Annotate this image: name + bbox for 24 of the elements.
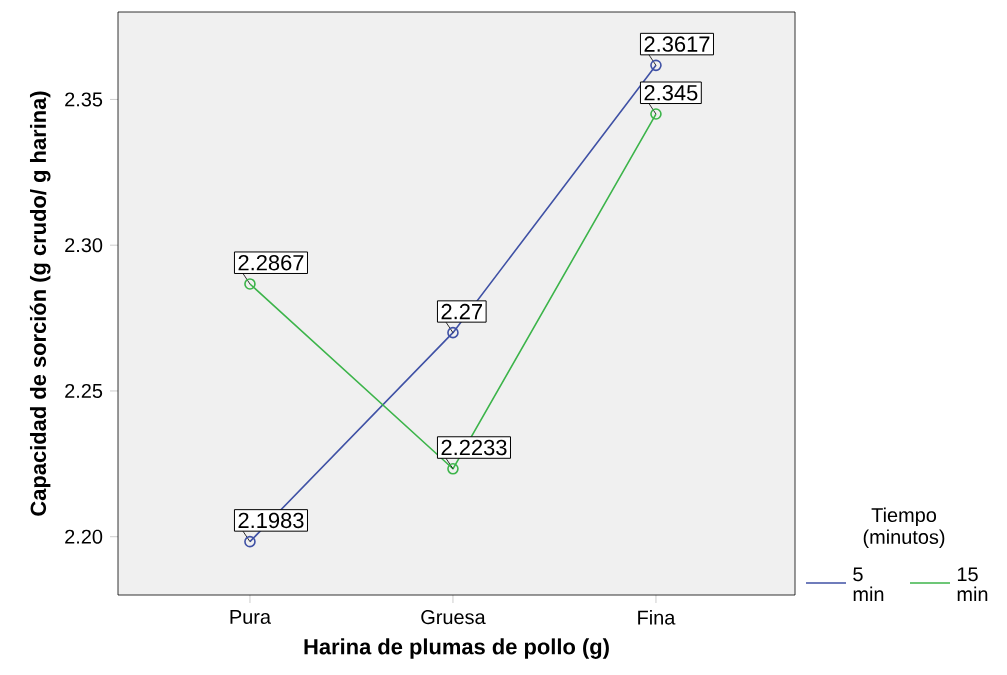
- point: [244, 278, 256, 290]
- y-tick-label: 2.20: [65, 529, 103, 544]
- x-tick-label: Gruesa: [421, 610, 486, 625]
- y-tick-label: 2.30: [65, 238, 103, 253]
- x-tick-label: Pura: [230, 610, 271, 624]
- data-label: 2.2867: [238, 254, 304, 271]
- data-label: 2.2233: [441, 439, 507, 456]
- y-axis-title: Capacidad de sorción (g crudo/ g harina): [29, 91, 51, 516]
- x-tick-label: Fina: [638, 610, 676, 625]
- data-label: 2.3617: [644, 36, 710, 52]
- x-axis-title: Harina de plumas de pollo (g): [304, 638, 609, 659]
- data-label: 2.1983: [238, 512, 304, 529]
- point: [447, 326, 459, 339]
- legend-label: 15 min: [957, 567, 988, 602]
- data-label: 2.345: [644, 85, 698, 101]
- legend-label: 5 min: [853, 567, 884, 602]
- point: [447, 462, 459, 475]
- y-tick-label: 2.35: [65, 92, 103, 107]
- data-label: 2.27: [441, 303, 483, 320]
- point: [650, 108, 662, 120]
- legend-title: Tiempo (minutos): [863, 507, 945, 548]
- point: [650, 59, 662, 72]
- y-tick-label: 2.25: [65, 383, 103, 398]
- point: [244, 535, 256, 548]
